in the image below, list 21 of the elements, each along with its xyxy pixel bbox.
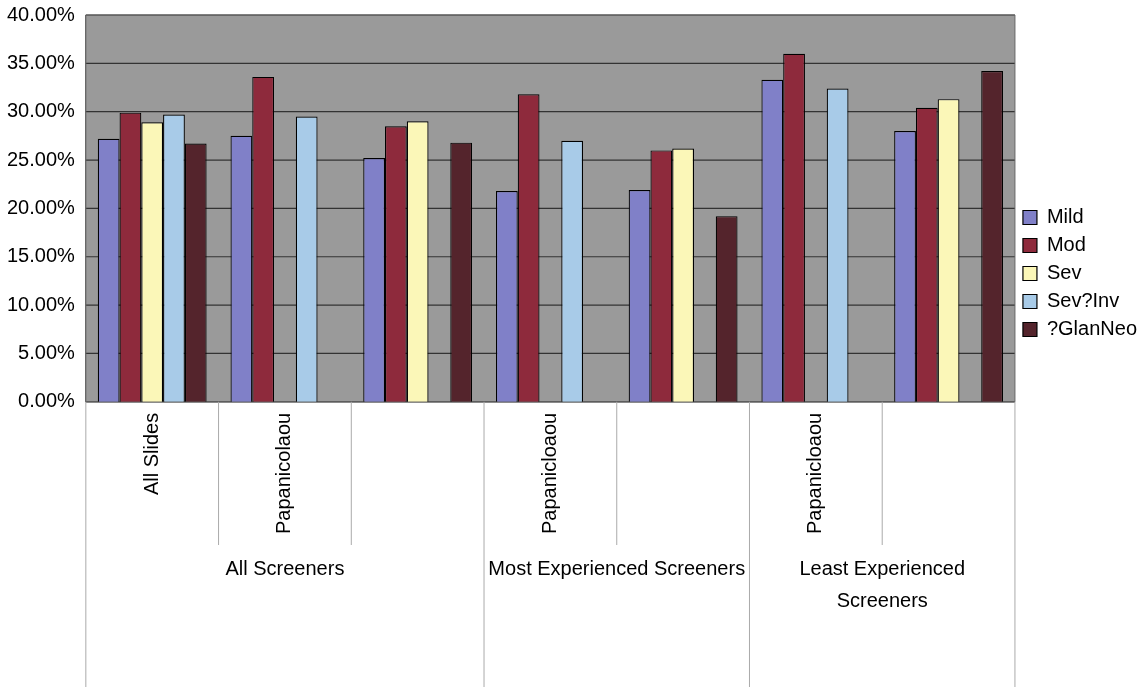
y-tick-label: 25.00% [6,147,76,170]
y-tick-label: 20.00% [6,195,76,218]
legend-label: Sev?Inv [1046,289,1120,312]
y-tick-label: 15.00% [6,244,76,267]
x-tick-label: All Slides [139,412,162,496]
y-tick-label: 35.00% [6,50,76,73]
x-tick-label: Papanicloaou [803,412,826,535]
text: Most Experienced Screeners [488,556,746,579]
text: Least Experienced Screeners [799,556,966,611]
y-tick-label: 40.00% [6,2,76,25]
y-tick-label: 30.00% [6,99,76,122]
legend-label: Mild [1046,205,1084,228]
y-tick-label: 5.00% [18,340,76,363]
x-tick-label: Papanicloaou [537,412,560,535]
y-tick-label: 0.00% [18,389,76,412]
x-tick-label: Papanicolaou [272,412,295,535]
y-tick-label: 10.00% [6,292,76,315]
text: All Screeners [225,556,345,579]
legend-label: ?GlanNeo [1046,317,1137,340]
legend-label: Mod [1046,233,1086,256]
legend-label: Sev [1046,261,1082,284]
